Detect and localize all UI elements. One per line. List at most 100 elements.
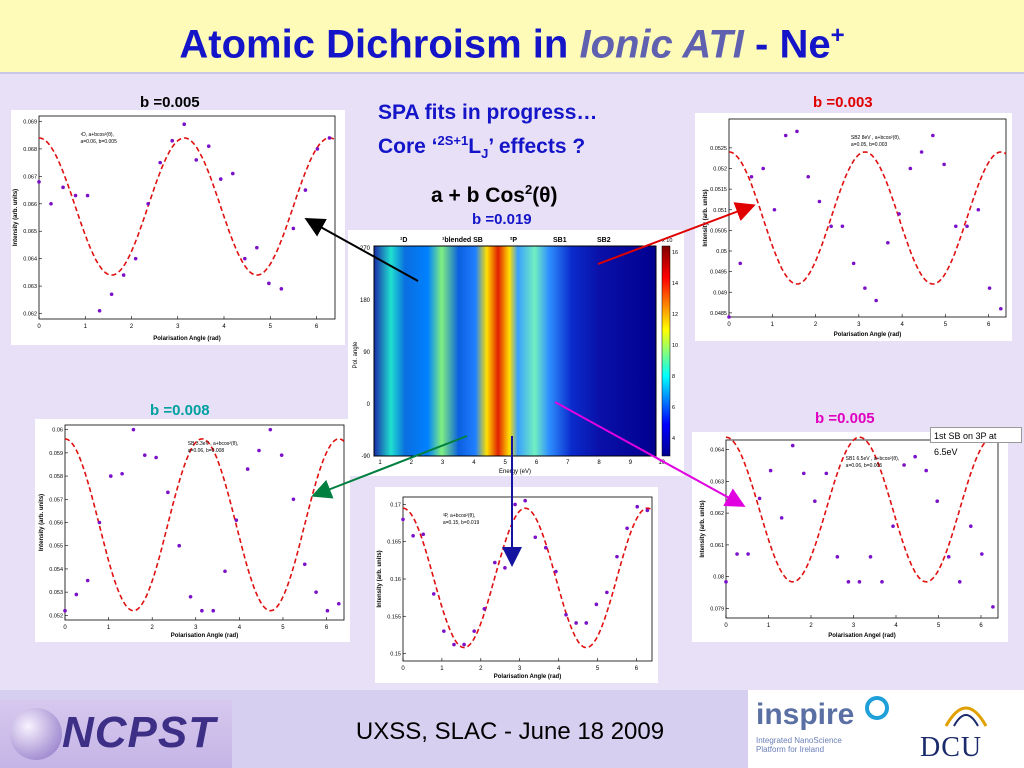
y-tick-label: 0.067 bbox=[23, 174, 37, 180]
x-tick-label: 3 bbox=[176, 324, 180, 330]
data-point bbox=[953, 224, 958, 229]
y-tick-label: 0.0525 bbox=[710, 146, 727, 152]
heatmap-label: ¹blended SB bbox=[442, 237, 483, 244]
x-tick-label: 4 bbox=[900, 322, 904, 328]
data-point bbox=[109, 292, 114, 297]
data-point bbox=[85, 193, 90, 198]
y-tick-label: 0.059 bbox=[49, 451, 63, 457]
data-point bbox=[817, 199, 822, 204]
y-tick-label: 0.064 bbox=[23, 257, 37, 263]
heatmap-x-tick: 5 bbox=[504, 460, 508, 466]
legend-text: a=0.06, b=0.005 bbox=[80, 139, 117, 145]
x-tick-label: 1 bbox=[767, 623, 771, 629]
data-point bbox=[234, 518, 239, 522]
b-label-p5: b =0.005 bbox=[815, 410, 875, 427]
plot-1d: 0 1 2 3 4 5 6 0.062 0.063 0.064 0.065 0.066 0.067 0.0… bbox=[11, 110, 345, 345]
dcu-crest-icon bbox=[944, 706, 988, 727]
data-point bbox=[230, 171, 235, 176]
data-point bbox=[131, 427, 136, 432]
heatmap-x-tick: 6 bbox=[535, 460, 539, 466]
plot-svg-p4: 0 1 2 3 4 5 6 0.15 0.155 0.16 0.165 0.17 Polarisatio… bbox=[377, 496, 653, 680]
data-point bbox=[279, 453, 284, 457]
plot-frame bbox=[38, 115, 336, 320]
y-tick-label: 0.079 bbox=[710, 606, 724, 612]
x-tick-label: 0 bbox=[724, 623, 728, 629]
fit-curve bbox=[38, 137, 336, 276]
data-point bbox=[991, 605, 995, 609]
x-tick-label: 4 bbox=[222, 324, 226, 330]
heatmap-y-label: Pol. angle bbox=[353, 341, 359, 368]
heatmap-frame bbox=[373, 245, 657, 457]
x-tick-label: 1 bbox=[771, 322, 775, 328]
y-tick-label: 0.16 bbox=[390, 577, 401, 583]
b-label-p3: b =0.008 bbox=[150, 402, 210, 419]
data-point bbox=[218, 177, 223, 181]
y-tick-label: 0.056 bbox=[49, 521, 63, 527]
heatmap-y-tick: 0 bbox=[367, 402, 371, 408]
data-point bbox=[336, 601, 341, 606]
heatmap-x-tick: 1 bbox=[378, 460, 382, 466]
x-tick-label: 2 bbox=[814, 322, 818, 328]
data-point bbox=[513, 502, 517, 507]
fit-curve bbox=[64, 438, 345, 612]
data-point bbox=[976, 207, 981, 212]
plot-svg-p3: 0 1 2 3 4 5 6 0.052 0.053 0.054 0.055 0.056 0.057 0.0… bbox=[39, 424, 345, 639]
title-sup: + bbox=[830, 22, 845, 49]
y-tick-label: 0.06 bbox=[52, 428, 63, 434]
data-point bbox=[824, 471, 829, 476]
data-point bbox=[829, 224, 833, 229]
legend-text: SB1 6.5eV , a+bcos²(θ), bbox=[846, 456, 900, 462]
data-point bbox=[790, 443, 795, 448]
data-point bbox=[795, 129, 799, 134]
spa-line-2b: ’ effects ? bbox=[488, 135, 586, 158]
x-tick-label: 3 bbox=[852, 623, 856, 629]
x-tick-label: 2 bbox=[151, 625, 155, 631]
data-point bbox=[97, 520, 102, 525]
heatmap-x-tick: 2 bbox=[410, 460, 414, 466]
heatmap-x-tick: 3 bbox=[441, 460, 445, 466]
data-point bbox=[625, 526, 629, 531]
x-tick-label: 0 bbox=[63, 625, 67, 631]
data-point bbox=[245, 467, 250, 471]
data-point bbox=[913, 454, 917, 459]
data-point bbox=[188, 594, 193, 599]
x-tick-label: 5 bbox=[281, 625, 285, 631]
title-bar bbox=[0, 0, 1024, 74]
data-point bbox=[223, 569, 227, 574]
data-point bbox=[243, 256, 247, 261]
colorbar-tick: 8 bbox=[672, 374, 675, 380]
data-point bbox=[120, 471, 124, 476]
data-point bbox=[924, 468, 928, 473]
data-point bbox=[142, 453, 147, 457]
heatmap-y-tick: 180 bbox=[360, 298, 371, 304]
data-point bbox=[946, 555, 951, 559]
data-point bbox=[857, 580, 862, 584]
y-axis-label: Intensity (arb. units) bbox=[39, 494, 45, 551]
x-tick-label: 0 bbox=[727, 322, 731, 328]
data-point bbox=[177, 543, 182, 548]
data-point bbox=[645, 508, 650, 513]
data-point bbox=[779, 516, 784, 520]
data-point bbox=[279, 287, 284, 291]
data-point bbox=[211, 608, 216, 613]
partner-logos: inspire Integrated NanoScience Platform … bbox=[748, 690, 1024, 768]
y-tick-label: 0.058 bbox=[49, 474, 63, 480]
y-tick-label: 0.165 bbox=[387, 540, 401, 546]
data-point bbox=[931, 133, 935, 138]
data-point bbox=[886, 240, 890, 245]
x-tick-label: 0 bbox=[401, 666, 405, 672]
data-point bbox=[757, 496, 762, 501]
data-point bbox=[431, 592, 436, 596]
ncpst-logo-text: NCPST bbox=[62, 708, 217, 757]
colorbar-tick: 6 bbox=[672, 405, 675, 411]
heatmap-y-tick: 90 bbox=[363, 350, 370, 356]
data-point bbox=[268, 427, 273, 432]
spa-text: SPA fits in progress… Core ‘2S+1LJ’ effe… bbox=[378, 99, 597, 168]
data-point bbox=[897, 212, 901, 216]
x-tick-label: 3 bbox=[194, 625, 198, 631]
x-tick-label: 6 bbox=[325, 625, 329, 631]
y-tick-label: 0.064 bbox=[710, 448, 724, 454]
y-axis-label: Intensity (arb. units) bbox=[13, 189, 19, 246]
y-axis-label: Intensity (arb. units) bbox=[700, 500, 706, 557]
x-tick-label: 1 bbox=[440, 666, 444, 672]
